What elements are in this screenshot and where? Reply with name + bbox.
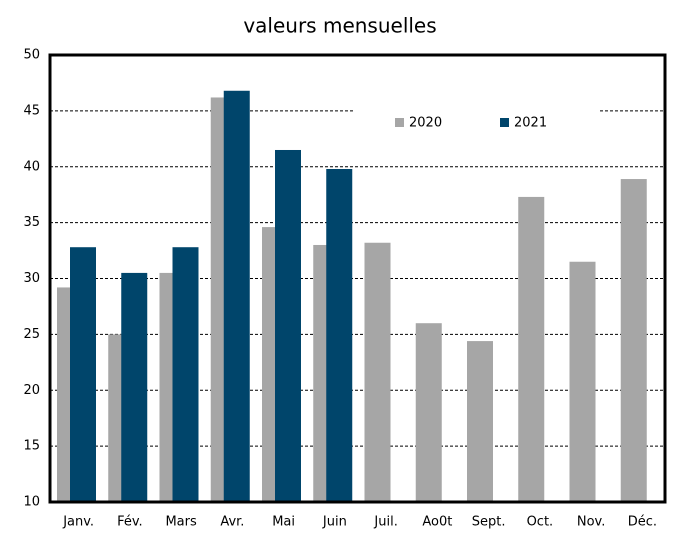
bar <box>415 323 442 502</box>
x-tick-label: Fév. <box>117 515 143 530</box>
x-tick-label: Avr. <box>220 515 244 530</box>
bar <box>518 196 545 503</box>
x-tick-label: Sept. <box>472 515 506 530</box>
y-tick-label: 10 <box>23 495 40 510</box>
bar <box>364 242 391 503</box>
x-tick-label: Nov. <box>577 515 606 530</box>
x-tick-label: Oct. <box>527 515 554 530</box>
x-tick-label: Juin <box>322 515 347 530</box>
y-tick-label: 50 <box>23 48 40 63</box>
x-tick-label: Juil. <box>373 515 397 530</box>
bar <box>172 247 199 502</box>
bar <box>326 168 353 503</box>
y-tick-label: 45 <box>23 103 40 118</box>
legend-swatch <box>395 118 404 127</box>
plot-frame <box>48 53 667 504</box>
x-tick-label: Janv. <box>62 515 94 530</box>
bar <box>223 90 250 502</box>
bar <box>70 247 96 502</box>
y-tick-label: 35 <box>23 215 40 230</box>
x-tick-label: Ao0t <box>422 515 452 530</box>
bar <box>620 179 647 503</box>
x-tick-label: Mai <box>272 515 295 530</box>
bar <box>121 272 148 502</box>
legend-label: 2021 <box>514 116 547 131</box>
y-tick-label: 20 <box>23 383 40 398</box>
bar <box>275 149 301 503</box>
chart-title: valeurs mensuelles <box>243 14 436 38</box>
x-tick-label: Déc. <box>628 515 657 530</box>
y-tick-label: 15 <box>23 439 40 454</box>
bar <box>467 341 493 502</box>
legend-label: 2020 <box>409 116 442 131</box>
y-tick-label: 40 <box>23 159 40 174</box>
y-tick-label: 25 <box>23 327 40 342</box>
bar <box>569 261 596 502</box>
y-tick-label: 30 <box>23 271 40 286</box>
x-tick-label: Mars <box>165 515 197 530</box>
legend-background <box>355 98 600 140</box>
legend-swatch <box>500 118 509 127</box>
